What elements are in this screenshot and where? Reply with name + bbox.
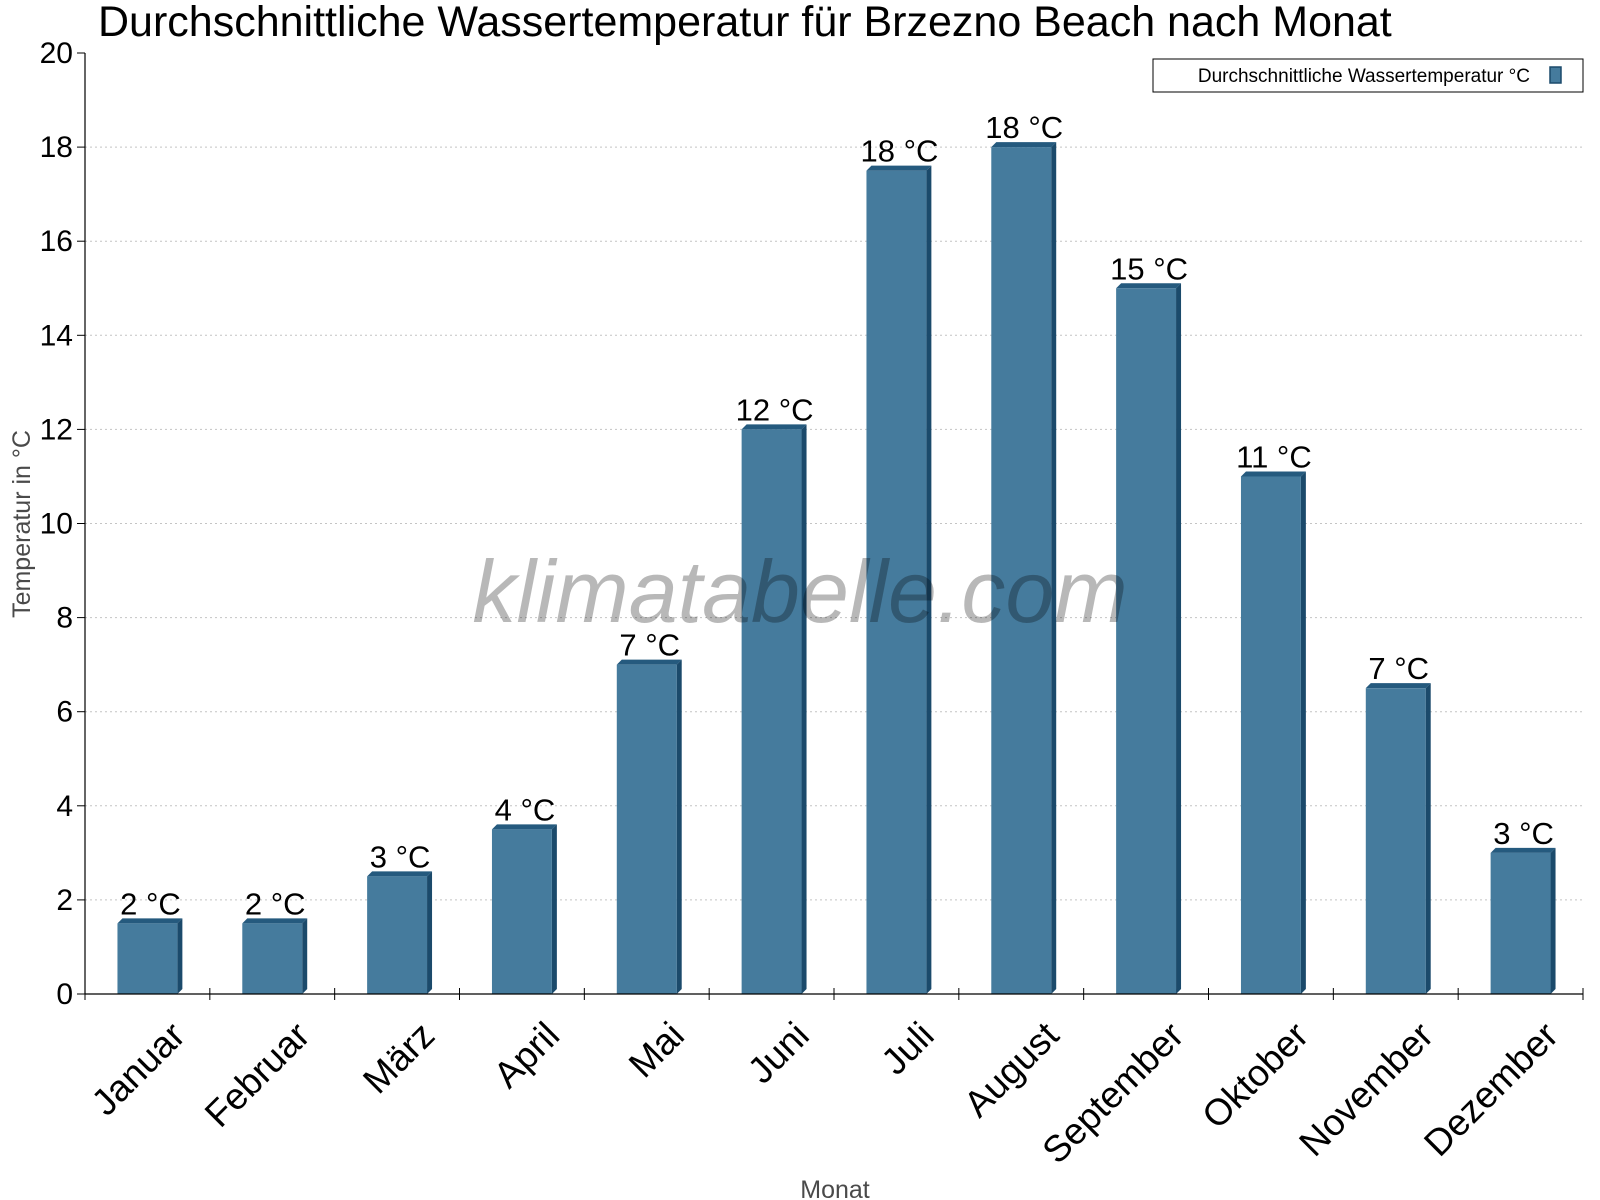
data-label: 18 °C <box>985 110 1063 145</box>
y-tick-label: 2 <box>56 884 73 917</box>
bar-top <box>1365 683 1431 689</box>
data-label: 2 °C <box>245 886 306 921</box>
bar-top <box>117 918 183 924</box>
bar-side <box>1176 283 1182 994</box>
legend-box <box>1152 58 1584 93</box>
y-tick-label: 12 <box>40 413 73 446</box>
bar-side <box>1425 683 1431 994</box>
data-labels: 2 °C 2 °C 3 °C 4 °C 7 °C 12 °C 18 °C 18 °C 15 °C… <box>120 110 1554 921</box>
bar <box>991 147 1052 995</box>
y-tick-label: 20 <box>40 37 73 70</box>
bar-side <box>676 659 682 994</box>
data-label: 12 °C <box>736 392 814 427</box>
bar <box>1116 288 1177 994</box>
legend: Durchschnittliche Wassertemperatur °C <box>1152 58 1584 93</box>
bar <box>741 429 802 994</box>
bar-top <box>491 824 557 830</box>
x-category-label: Februar <box>197 1014 318 1135</box>
x-category-label: Dezember <box>1416 1014 1566 1164</box>
bar <box>242 923 303 994</box>
legend-label: Durchschnittliche Wassertemperatur °C <box>1198 66 1530 87</box>
bar-side <box>427 871 433 994</box>
bar-top <box>866 165 932 171</box>
bar-top <box>616 659 682 665</box>
bar <box>1365 688 1426 994</box>
bar <box>866 170 927 994</box>
bar-side <box>926 165 932 994</box>
watermark: klimatabelle.com <box>472 542 1127 641</box>
x-category-label: April <box>486 1014 567 1095</box>
x-category-label: Juli <box>873 1014 941 1082</box>
data-label: 18 °C <box>860 134 938 169</box>
bar <box>616 664 677 994</box>
bars <box>117 142 1556 995</box>
data-label: 11 °C <box>1236 439 1312 474</box>
y-tick-label: 4 <box>56 790 73 823</box>
y-tick-label: 14 <box>40 319 73 352</box>
bar-side <box>1051 142 1057 995</box>
bar-side <box>177 918 183 994</box>
bar-top <box>1240 471 1306 477</box>
gridlines <box>85 146 1583 901</box>
y-tick-label: 8 <box>56 602 73 635</box>
chart-title: Durchschnittliche Wassertemperatur für B… <box>98 0 1392 46</box>
bar-side <box>1550 847 1556 994</box>
x-category-label: Januar <box>84 1014 193 1123</box>
x-category-label: Juni <box>740 1014 817 1091</box>
y-tick-label: 18 <box>40 131 73 164</box>
data-label: 4 °C <box>495 792 556 827</box>
bar <box>491 829 552 994</box>
data-label: 7 °C <box>619 628 680 663</box>
data-label: 7 °C <box>1368 651 1429 686</box>
bar-side <box>1300 471 1306 994</box>
y-tick-label: 6 <box>56 696 73 729</box>
bar-side <box>801 424 807 994</box>
bar-top <box>242 918 308 924</box>
bar-top <box>1116 283 1182 289</box>
x-category-label: Oktober <box>1194 1014 1316 1136</box>
bar-top <box>367 871 433 877</box>
y-tick-label: 16 <box>40 225 73 258</box>
data-label: 15 °C <box>1110 251 1188 286</box>
bar-side <box>302 918 308 994</box>
x-category-label: August <box>956 1014 1067 1125</box>
y-axis-title: Temperatur in °C <box>8 430 36 618</box>
bar <box>367 876 428 994</box>
bar <box>1240 476 1301 994</box>
x-axis-title: Monat <box>800 1176 870 1200</box>
y-tick-label: 0 <box>56 978 73 1011</box>
y-tick-label: 10 <box>40 508 73 541</box>
bar-side <box>551 824 557 994</box>
x-category-label: November <box>1291 1014 1441 1164</box>
bar-top <box>991 142 1057 148</box>
data-label: 2 °C <box>120 886 181 921</box>
bar-top <box>741 424 807 430</box>
bar <box>1490 852 1551 994</box>
data-label: 3 °C <box>1493 816 1554 851</box>
bar-top <box>1490 847 1556 853</box>
bar <box>117 923 178 994</box>
x-category-label: März <box>355 1014 442 1101</box>
data-label: 3 °C <box>370 839 431 874</box>
legend-swatch <box>1549 66 1562 84</box>
x-category-label: Mai <box>621 1014 692 1085</box>
